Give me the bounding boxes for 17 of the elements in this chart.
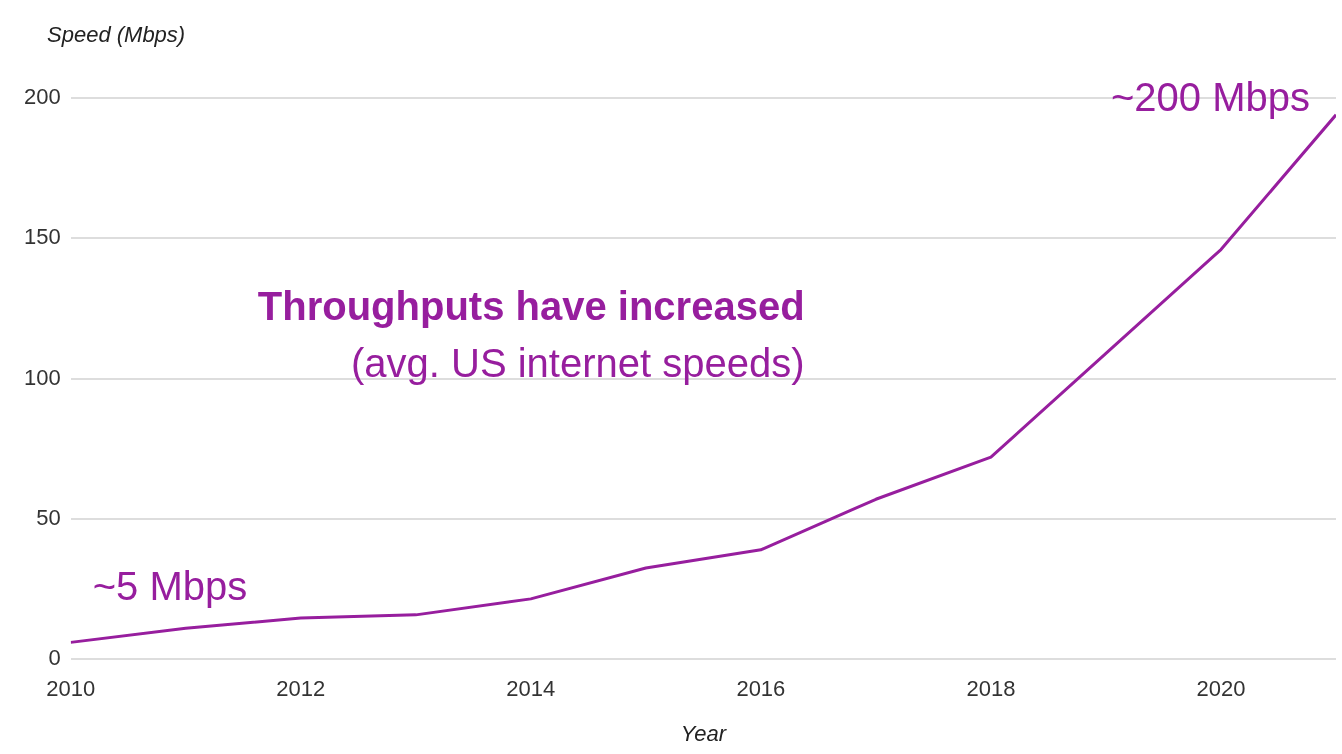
- y-tick-label: 150: [23, 224, 61, 250]
- x-tick-label: 2016: [736, 676, 786, 702]
- x-tick-label: 2010: [46, 676, 96, 702]
- y-tick-label: 50: [36, 504, 61, 530]
- x-tick-label: 2020: [1196, 676, 1246, 702]
- x-tick-label: 2018: [966, 676, 1016, 702]
- y-tick-label: 200: [23, 84, 61, 110]
- x-tick-label: 2012: [276, 676, 326, 702]
- x-axis-title: Year: [680, 720, 728, 746]
- text: Throughputs have increased: [257, 283, 805, 328]
- x-tick-label: 2014: [506, 676, 556, 702]
- y-axis-title: Speed (Mbps): [47, 22, 186, 47]
- y-tick-label: 0: [48, 645, 61, 671]
- annotation: ~200 Mbps: [1110, 74, 1310, 119]
- annotation: ~5 Mbps: [92, 564, 248, 609]
- y-tick-label: 100: [23, 364, 61, 390]
- text: (avg. US internet speeds): [351, 340, 805, 385]
